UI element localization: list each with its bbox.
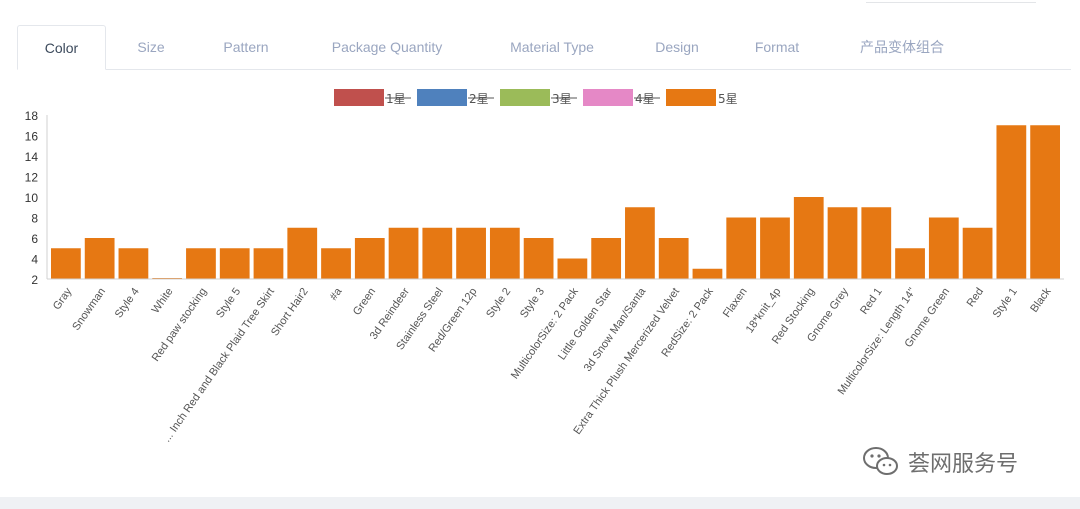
bar-24 — [861, 207, 892, 279]
y-tick-label: 12 — [25, 171, 39, 185]
y-axis: 2 4 6 8 10 12 14 16 18 — [25, 109, 48, 287]
bottom-strip — [0, 497, 1080, 509]
bar-23 — [827, 207, 858, 279]
tab-format[interactable]: Format — [754, 39, 800, 55]
bar-27 — [962, 227, 993, 279]
bar-25 — [895, 248, 925, 279]
legend-label-0: 1星 — [386, 92, 406, 106]
bar-6 — [253, 248, 284, 279]
bar-19 — [692, 268, 723, 279]
x-tick-label: Style 1 — [991, 286, 1020, 320]
bar-9 — [354, 238, 385, 279]
bar-12 — [456, 227, 486, 279]
legend-label-4: 5星 — [718, 92, 738, 106]
legend-swatch-3 — [583, 89, 633, 106]
bar-16 — [591, 238, 622, 279]
x-tick-label: White — [150, 286, 176, 316]
tab-design[interactable]: Design — [655, 39, 699, 55]
y-tick-label: 16 — [25, 130, 39, 144]
x-tick-label: Green — [351, 286, 378, 318]
tab-color[interactable]: Color — [17, 25, 106, 70]
bar-21 — [760, 217, 790, 279]
x-tick-label: 3d Snow Man/Santa — [582, 285, 649, 374]
y-tick-label: 4 — [31, 253, 38, 267]
tab-size[interactable]: Size — [137, 39, 165, 55]
y-tick-label: 14 — [25, 150, 39, 164]
x-tick-label: Style 5 — [214, 286, 243, 320]
y-tick-label: 6 — [31, 232, 38, 246]
bar-29 — [1030, 125, 1060, 279]
bar-1 — [84, 238, 115, 279]
bar-14 — [523, 238, 554, 279]
bar-8 — [321, 248, 351, 279]
legend-swatch-2 — [500, 89, 550, 106]
x-tick-label: Red 1 — [858, 286, 885, 317]
bar-4 — [186, 248, 216, 279]
tab-pattern[interactable]: Pattern — [223, 39, 269, 55]
tab-package-quantity[interactable]: Package Quantity — [331, 39, 443, 55]
watermark: 荟网服务号 — [862, 444, 1018, 480]
bar-5 — [219, 248, 250, 279]
x-tick-label: Style 2 — [484, 286, 513, 320]
bar-0 — [51, 248, 81, 279]
legend-label-1: 2星 — [469, 92, 489, 106]
x-tick-label: #a — [328, 285, 345, 303]
y-tick-label: 8 — [31, 212, 38, 226]
chart-legend: 1星 2星 3星 4星 5星 — [334, 89, 738, 106]
bar-22 — [793, 197, 824, 279]
attribute-tabs: Color Size Pattern Package Quantity Mate… — [17, 25, 1071, 70]
bar-13 — [489, 227, 520, 279]
legend-swatch-4 — [666, 89, 716, 106]
x-tick-label: Red — [965, 286, 986, 309]
watermark-text: 荟网服务号 — [908, 452, 1019, 477]
legend-swatch-1 — [417, 89, 467, 106]
legend-label-2: 3星 — [552, 92, 572, 106]
x-tick-label: Flaxen — [721, 286, 750, 320]
bars — [51, 125, 1060, 279]
wechat-icon — [863, 447, 898, 475]
x-tick-label: Style 4 — [113, 286, 142, 320]
x-tick-label: Black — [1028, 285, 1054, 314]
legend-label-3: 4星 — [635, 92, 655, 106]
legend-swatch-0 — [334, 89, 384, 106]
x-tick-label: Gray — [51, 285, 75, 312]
top-search-field[interactable] — [866, 0, 1036, 3]
bar-2 — [118, 248, 149, 279]
bar-26 — [928, 217, 959, 279]
y-tick-label: 10 — [25, 191, 39, 205]
bar-10 — [388, 227, 419, 279]
x-tick-label: Snowman — [70, 286, 108, 333]
x-tick-label: Style 3 — [518, 286, 547, 320]
y-tick-label: 18 — [25, 109, 39, 123]
bar-7 — [287, 227, 318, 279]
bar-15 — [557, 258, 588, 279]
bar-28 — [996, 125, 1027, 279]
bar-20 — [726, 217, 757, 279]
tab-material-type[interactable]: Material Type — [510, 39, 594, 55]
bar-11 — [422, 227, 453, 279]
bar-17 — [625, 207, 655, 279]
y-tick-label: 2 — [31, 273, 38, 287]
tab-product-variant-combination[interactable]: 产品变体组合 — [860, 39, 944, 55]
bar-18 — [658, 238, 689, 279]
